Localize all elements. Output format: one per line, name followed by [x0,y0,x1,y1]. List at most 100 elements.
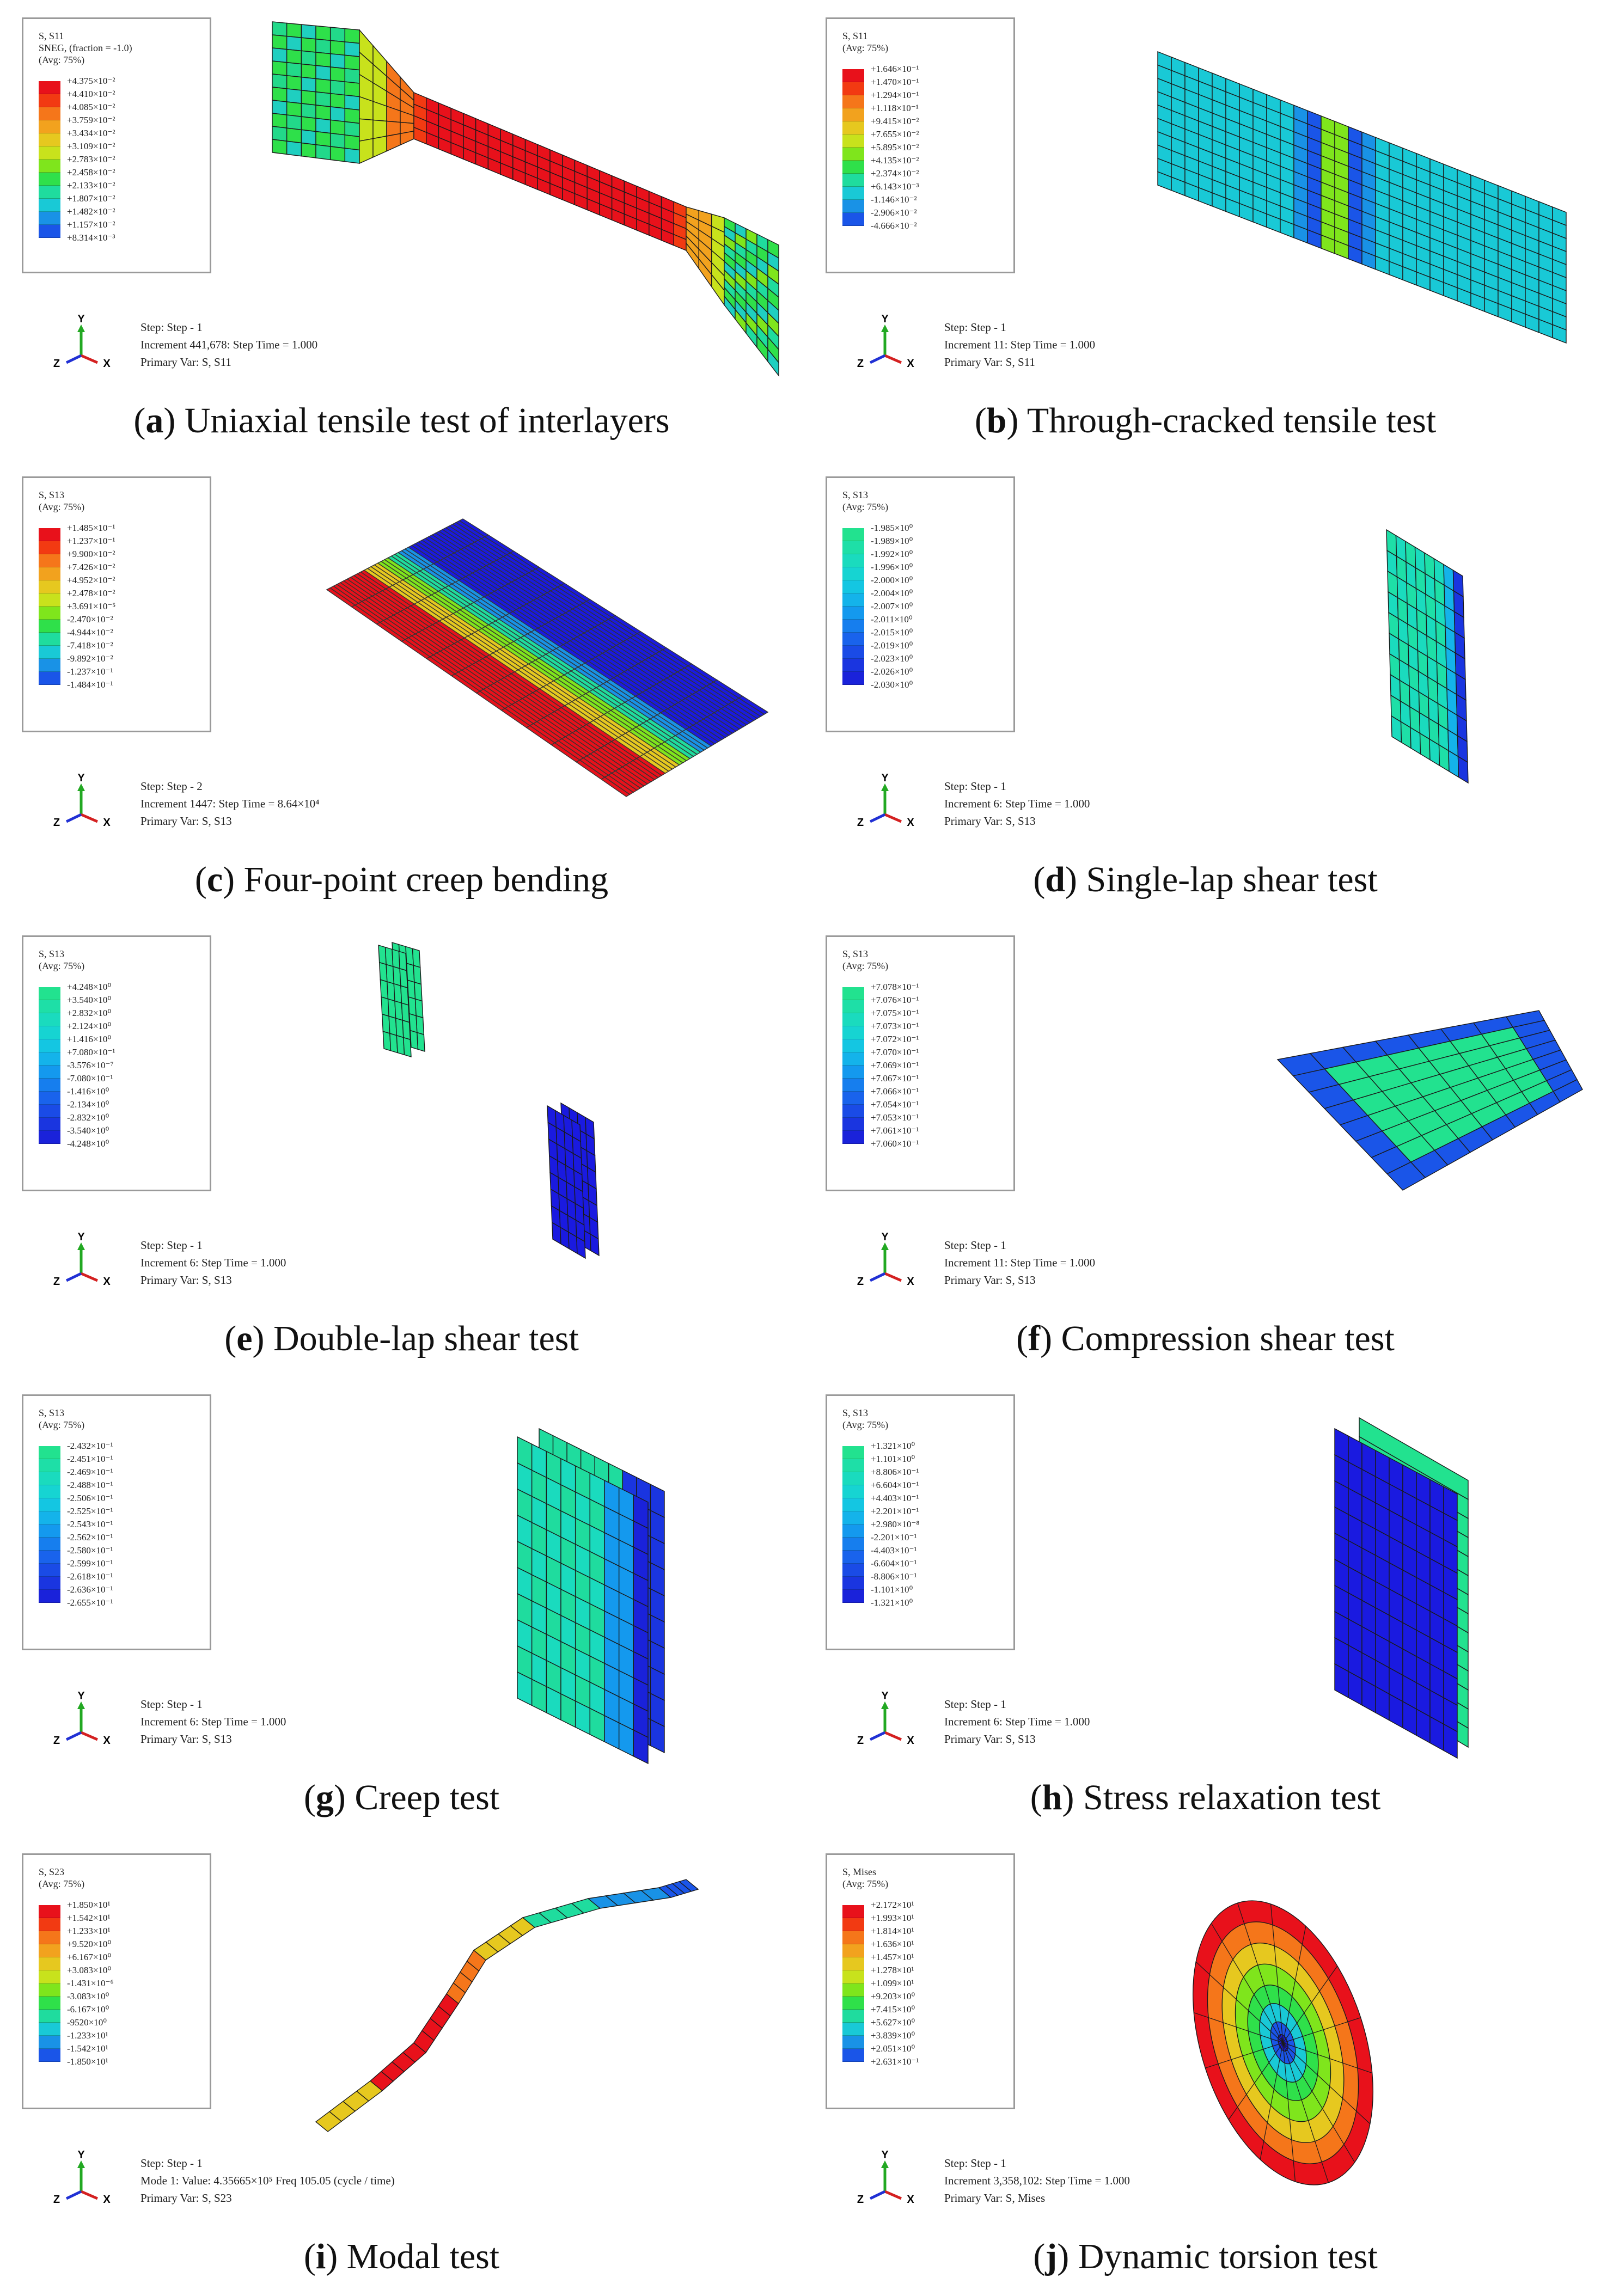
color-swatch [842,1105,864,1118]
color-swatch [39,1983,60,1997]
legend-value: -2.470×10⁻² [67,614,113,624]
legend-title-line: (Avg: 75%) [842,1419,889,1430]
mesh-element [329,79,346,96]
caption-letter: g [315,1778,334,1817]
legend-title: S, S13 (Avg: 75%) [842,489,888,513]
step-info-line: Increment 441,678: Step Time = 1.000 [140,338,318,351]
color-swatch [39,1079,60,1092]
mesh-element [329,27,346,42]
mesh-element [344,148,360,164]
axis-triad: Y Z X [850,1231,920,1293]
z-axis-arrow [869,2190,886,2200]
legend-value: +2.783×10⁻² [67,154,115,164]
legend-value: -6.167×10⁰ [67,2004,109,2015]
color-swatch [39,646,60,659]
panel-caption: (f) Compression shear test [1016,1319,1395,1358]
caption-text: Double-lap shear test [273,1319,579,1358]
panel-a: S, S11 SNEG, (fraction = -1.0) (Avg: 75%) +… [0,0,803,457]
mesh-element [417,1032,425,1052]
step-info-line: Primary Var: S, S13 [140,1273,232,1287]
color-swatch [39,1092,60,1105]
caption-text: Uniaxial tensile test of interlayers [184,401,670,440]
legend-value: +2.374×10⁻² [871,168,919,179]
color-swatch [842,1092,864,1105]
mesh-element [272,21,288,37]
cracked-specimen [1157,51,1567,344]
step-info: Step: Step - 2 Increment 1447: Step Time … [140,777,320,830]
color-swatch [39,173,60,186]
mesh-element [344,81,360,97]
fe-model-view [234,459,803,851]
legend-value: -1.996×10⁰ [871,562,913,572]
legend-value: +7.066×10⁻¹ [871,1086,919,1097]
color-swatch [842,554,864,567]
axis-triad: Y Z X [46,1231,117,1293]
mesh-element [329,132,346,149]
legend-value: +3.083×10⁰ [67,1965,112,1975]
legend-value: +9.900×10⁻² [67,549,115,559]
caption-letter: h [1042,1778,1062,1817]
legend-value: -1.321×10⁰ [871,1597,913,1608]
legend-value: -3.083×10⁰ [67,1991,109,2001]
color-ramp [39,987,60,1144]
z-axis-arrow [65,354,82,364]
mesh-element [315,78,331,94]
legend-value: +1.646×10⁻¹ [871,64,919,74]
legend-value: +9.520×10⁰ [67,1939,112,1949]
color-swatch [842,1983,864,1997]
z-axis-arrow [869,1272,886,1282]
legend-title-line: S, S13 [842,1407,869,1418]
color-swatch [842,1446,864,1459]
color-swatch [842,187,864,200]
color-swatch [39,1118,60,1131]
legend-value: -1.850×10¹ [67,2056,108,2067]
color-swatch [842,633,864,646]
color-swatch [39,225,60,238]
step-info-line: Step: Step - 1 [944,2157,1006,2170]
legend-title: S, S13 (Avg: 75%) [39,489,84,513]
legend-value: +1.485×10⁻¹ [67,523,115,533]
color-swatch [842,161,864,174]
legend-value: +1.233×10¹ [67,1926,111,1936]
legend-value: -9520×10⁰ [67,2017,107,2028]
legend-value: +7.415×10⁰ [871,2004,915,2015]
color-swatch [39,1052,60,1066]
mesh-spoke [1205,2042,1284,2068]
color-swatch [39,1997,60,2010]
mesh-spoke [1282,2017,1361,2043]
legend-value: +7.070×10⁻¹ [871,1047,919,1057]
panel-caption: (d) Single-lap shear test [1033,860,1378,899]
color-swatch [39,199,60,212]
color-swatch [842,121,864,134]
legend-value: -1.431×10⁻⁶ [67,1978,114,1988]
mesh-spoke [1282,1966,1338,2043]
mesh-element [315,52,331,68]
legend-value: -2.011×10⁰ [871,614,913,624]
lap-upper-front [378,945,412,1057]
color-swatch [842,593,864,607]
z-axis-label: Z [857,817,864,829]
color-ramp [842,987,864,1144]
step-info-line: Step: Step - 1 [944,1698,1006,1711]
neck-left [359,29,414,164]
mesh-element [372,119,387,139]
mesh-element [301,50,316,66]
legend-value: -2.488×10⁻¹ [67,1480,113,1490]
color-ramp [842,528,864,685]
mesh-element [767,348,779,377]
legend-value: -2.599×10⁻¹ [67,1558,113,1569]
color-swatch [39,659,60,672]
mesh-element [414,998,424,1019]
legend-value: -2.030×10⁰ [871,679,913,690]
legend-value: +2.478×10⁻² [67,588,115,598]
contour-legend: S, S13 (Avg: 75%) +7.078×10⁻¹ +7.076×10⁻¹ +7… [826,935,1015,1191]
step-info-line: Primary Var: S, S11 [944,356,1035,369]
legend-title: S, S11 (Avg: 75%) [842,30,888,54]
step-info-line: Primary Var: S, S13 [944,1732,1036,1746]
color-swatch [842,607,864,620]
color-swatch [842,200,864,213]
contour-legend: S, S11 (Avg: 75%) +1.646×10⁻¹ +1.470×10⁻¹ +1… [826,17,1015,273]
legend-value: +1.294×10⁻¹ [871,90,919,100]
mesh-element [329,146,346,162]
y-axis-label: Y [881,2151,889,2161]
